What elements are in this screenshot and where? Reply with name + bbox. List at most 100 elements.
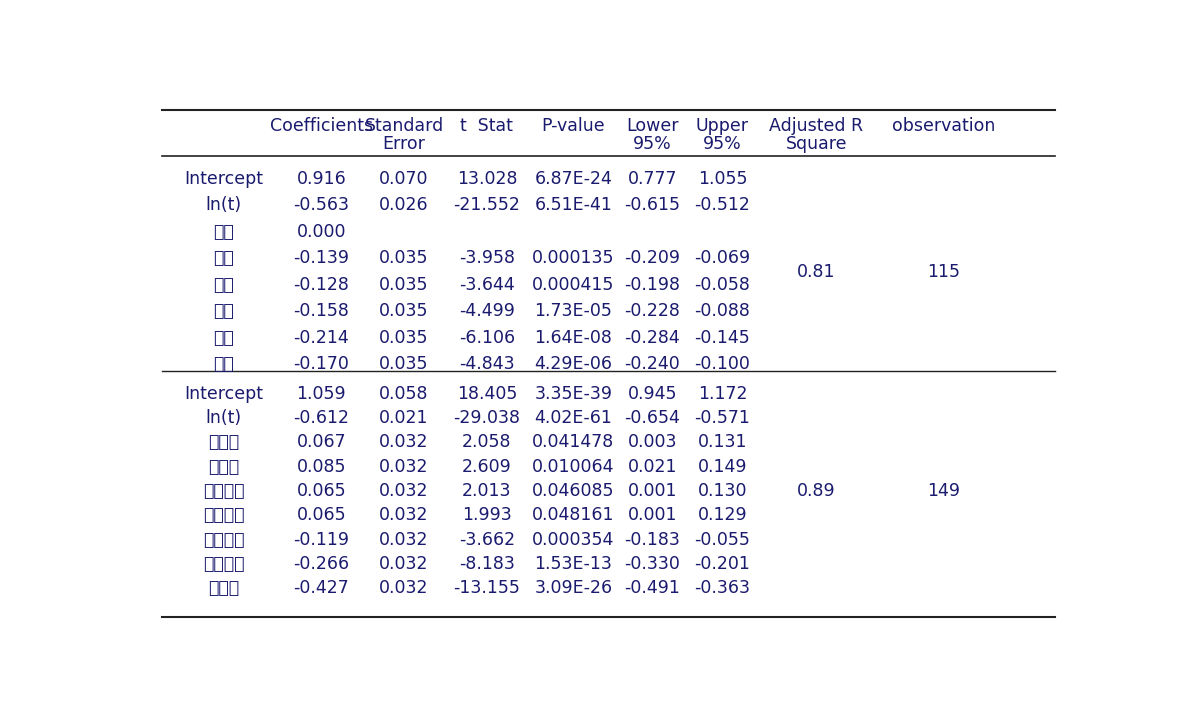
Text: 0.777: 0.777 bbox=[628, 170, 678, 188]
Text: 0.070: 0.070 bbox=[380, 170, 429, 188]
Text: 0.010064: 0.010064 bbox=[532, 458, 615, 476]
Text: -0.069: -0.069 bbox=[694, 249, 750, 268]
Text: -0.058: -0.058 bbox=[694, 276, 750, 294]
Text: -0.198: -0.198 bbox=[624, 276, 680, 294]
Text: 0.021: 0.021 bbox=[628, 458, 678, 476]
Text: 0.032: 0.032 bbox=[380, 458, 429, 476]
Text: -0.563: -0.563 bbox=[293, 197, 349, 214]
Text: 0.000: 0.000 bbox=[297, 223, 347, 241]
Text: 전라남도: 전라남도 bbox=[203, 555, 245, 573]
Text: 0.000415: 0.000415 bbox=[532, 276, 615, 294]
Text: -0.615: -0.615 bbox=[624, 197, 680, 214]
Text: -29.038: -29.038 bbox=[453, 409, 520, 427]
Text: 충청남도: 충청남도 bbox=[203, 506, 245, 524]
Text: -0.427: -0.427 bbox=[293, 579, 349, 597]
Text: Standard: Standard bbox=[364, 117, 444, 135]
Text: 1.059: 1.059 bbox=[297, 385, 347, 403]
Text: Coefficients: Coefficients bbox=[269, 117, 373, 135]
Text: 0.032: 0.032 bbox=[380, 530, 429, 549]
Text: 149: 149 bbox=[927, 482, 960, 500]
Text: 대구: 대구 bbox=[214, 276, 234, 294]
Text: ln(t): ln(t) bbox=[205, 197, 242, 214]
Text: Error: Error bbox=[382, 135, 426, 153]
Text: -0.201: -0.201 bbox=[694, 555, 750, 573]
Text: 0.945: 0.945 bbox=[628, 385, 678, 403]
Text: 3.09E-26: 3.09E-26 bbox=[534, 579, 612, 597]
Text: 0.916: 0.916 bbox=[297, 170, 347, 188]
Text: -0.158: -0.158 bbox=[293, 302, 349, 320]
Text: -0.183: -0.183 bbox=[624, 530, 680, 549]
Text: 서울: 서울 bbox=[214, 223, 234, 241]
Text: t  Stat: t Stat bbox=[461, 117, 513, 135]
Text: -0.571: -0.571 bbox=[694, 409, 750, 427]
Text: 0.149: 0.149 bbox=[698, 458, 747, 476]
Text: 2.013: 2.013 bbox=[462, 482, 512, 500]
Text: 0.001: 0.001 bbox=[628, 482, 678, 500]
Text: 0.065: 0.065 bbox=[297, 482, 347, 500]
Text: 18.405: 18.405 bbox=[457, 385, 518, 403]
Text: 0.032: 0.032 bbox=[380, 555, 429, 573]
Text: 0.085: 0.085 bbox=[297, 458, 347, 476]
Text: -0.170: -0.170 bbox=[293, 356, 349, 373]
Text: 0.021: 0.021 bbox=[380, 409, 429, 427]
Text: -0.209: -0.209 bbox=[624, 249, 680, 268]
Text: 0.067: 0.067 bbox=[297, 433, 347, 452]
Text: 1.993: 1.993 bbox=[462, 506, 512, 524]
Text: -0.240: -0.240 bbox=[624, 356, 680, 373]
Text: -0.228: -0.228 bbox=[624, 302, 680, 320]
Text: 0.000354: 0.000354 bbox=[532, 530, 615, 549]
Text: 95%: 95% bbox=[633, 135, 672, 153]
Text: 4.02E-61: 4.02E-61 bbox=[534, 409, 612, 427]
Text: -4.499: -4.499 bbox=[459, 302, 515, 320]
Text: 6.51E-41: 6.51E-41 bbox=[534, 197, 612, 214]
Text: 대전: 대전 bbox=[214, 356, 234, 373]
Text: 충청북도: 충청북도 bbox=[203, 482, 245, 500]
Text: 6.87E-24: 6.87E-24 bbox=[534, 170, 612, 188]
Text: 13.028: 13.028 bbox=[457, 170, 518, 188]
Text: 제주도: 제주도 bbox=[208, 579, 240, 597]
Text: 0.035: 0.035 bbox=[380, 356, 429, 373]
Text: -0.214: -0.214 bbox=[293, 329, 349, 347]
Text: Square: Square bbox=[786, 135, 848, 153]
Text: -0.139: -0.139 bbox=[293, 249, 349, 268]
Text: 0.032: 0.032 bbox=[380, 506, 429, 524]
Text: 0.058: 0.058 bbox=[380, 385, 429, 403]
Text: 광주: 광주 bbox=[214, 329, 234, 347]
Text: 4.29E-06: 4.29E-06 bbox=[534, 356, 612, 373]
Text: 0.048161: 0.048161 bbox=[532, 506, 615, 524]
Text: 인천: 인천 bbox=[214, 302, 234, 320]
Text: 0.041478: 0.041478 bbox=[532, 433, 615, 452]
Text: 1.64E-08: 1.64E-08 bbox=[534, 329, 612, 347]
Text: 전라북도: 전라북도 bbox=[203, 530, 245, 549]
Text: 0.000135: 0.000135 bbox=[532, 249, 615, 268]
Text: -4.843: -4.843 bbox=[459, 356, 515, 373]
Text: 경기도: 경기도 bbox=[208, 433, 240, 452]
Text: 3.35E-39: 3.35E-39 bbox=[534, 385, 612, 403]
Text: 0.129: 0.129 bbox=[698, 506, 748, 524]
Text: -0.145: -0.145 bbox=[694, 329, 750, 347]
Text: 1.73E-05: 1.73E-05 bbox=[534, 302, 612, 320]
Text: 0.065: 0.065 bbox=[297, 506, 347, 524]
Text: 0.81: 0.81 bbox=[796, 263, 836, 280]
Text: 0.046085: 0.046085 bbox=[532, 482, 615, 500]
Text: 0.035: 0.035 bbox=[380, 302, 429, 320]
Text: -21.552: -21.552 bbox=[453, 197, 520, 214]
Text: -0.119: -0.119 bbox=[293, 530, 349, 549]
Text: -0.654: -0.654 bbox=[624, 409, 680, 427]
Text: 0.003: 0.003 bbox=[628, 433, 678, 452]
Text: -6.106: -6.106 bbox=[459, 329, 515, 347]
Text: 0.026: 0.026 bbox=[380, 197, 429, 214]
Text: Upper: Upper bbox=[696, 117, 749, 135]
Text: -0.512: -0.512 bbox=[694, 197, 750, 214]
Text: 0.032: 0.032 bbox=[380, 579, 429, 597]
Text: P-value: P-value bbox=[541, 117, 605, 135]
Text: ln(t): ln(t) bbox=[205, 409, 242, 427]
Text: 0.131: 0.131 bbox=[698, 433, 747, 452]
Text: -0.330: -0.330 bbox=[624, 555, 680, 573]
Text: Intercept: Intercept bbox=[184, 170, 264, 188]
Text: 0.035: 0.035 bbox=[380, 329, 429, 347]
Text: Lower: Lower bbox=[627, 117, 679, 135]
Text: -0.363: -0.363 bbox=[694, 579, 750, 597]
Text: -0.088: -0.088 bbox=[694, 302, 750, 320]
Text: -3.662: -3.662 bbox=[459, 530, 515, 549]
